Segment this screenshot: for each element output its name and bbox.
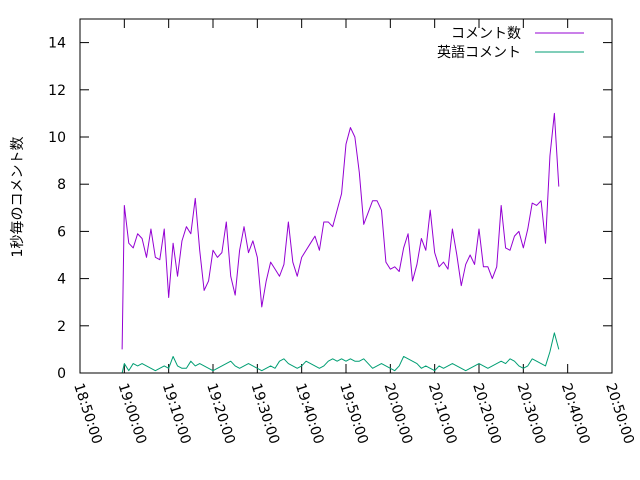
- x-tick-label: 19:30:00: [248, 381, 283, 446]
- legend-label-2: 英語コメント: [437, 44, 521, 61]
- y-tick-label: 6: [57, 224, 66, 240]
- y-tick-label: 10: [48, 130, 66, 146]
- series-line-2: [121, 332, 560, 374]
- y-tick-label: 2: [57, 319, 66, 335]
- x-tick-label: 20:00:00: [381, 381, 416, 446]
- x-tick-label: 18:50:00: [70, 381, 105, 446]
- y-tick-label: 8: [57, 177, 66, 193]
- legend-label-1: コメント数: [451, 26, 521, 42]
- x-tick-label: 20:20:00: [469, 381, 504, 446]
- x-tick-label: 20:10:00: [425, 381, 460, 446]
- x-tick-label: 19:00:00: [115, 381, 150, 446]
- x-tick-label: 19:40:00: [292, 381, 327, 446]
- x-tick-label: 20:30:00: [514, 381, 549, 446]
- y-tick-label: 4: [57, 272, 66, 288]
- x-tick-label: 20:40:00: [558, 381, 593, 446]
- x-tick-label: 19:10:00: [159, 381, 194, 446]
- axes: 0 2 4 6 8 10 12 14 18:50:00 19:00:00 19:10:00 19:20…: [48, 19, 637, 446]
- plot-frame: [79, 18, 613, 374]
- y-tick-label: 14: [48, 36, 66, 52]
- y-tick-label: 0: [57, 366, 66, 382]
- x-tick-label: 20:50:00: [602, 381, 637, 446]
- series-line-1: [121, 112, 560, 350]
- x-tick-label: 19:20:00: [203, 381, 238, 446]
- x-tick-label: 19:50:00: [336, 381, 371, 446]
- series-lines: [121, 112, 560, 374]
- y-axis-label: 1秒毎のコメント数: [10, 137, 26, 258]
- y-tick-label: 12: [48, 83, 66, 99]
